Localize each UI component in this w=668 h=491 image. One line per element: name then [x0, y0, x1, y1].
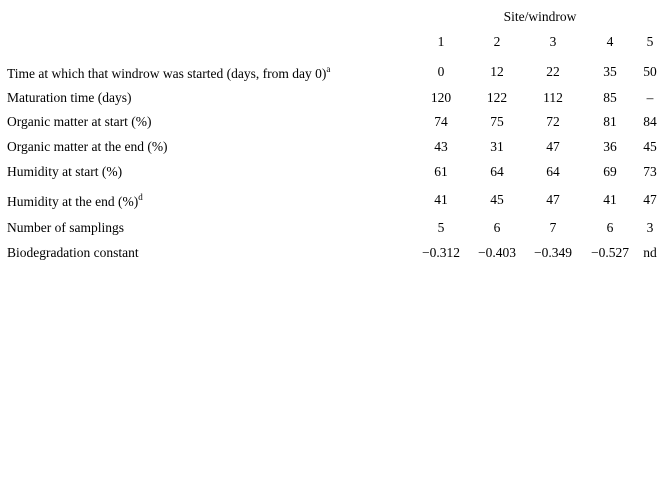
- footnote-marker: d: [138, 192, 143, 202]
- column-header: 4: [606, 34, 614, 49]
- cell: 36: [603, 139, 617, 154]
- cell: 69: [603, 164, 617, 179]
- row-label: Number of samplings: [7, 220, 124, 235]
- cell: 12: [490, 64, 504, 79]
- row-label-wrap: Organic matter at the end (%): [7, 139, 168, 155]
- cell: −0.312: [422, 245, 460, 260]
- cell: 5: [437, 220, 445, 235]
- cell: 43: [434, 139, 448, 154]
- cell: 47: [546, 192, 560, 207]
- row-label-wrap: Maturation time (days): [7, 90, 131, 106]
- row-label-wrap: Humidity at start (%): [7, 164, 122, 180]
- row-label-wrap: Organic matter at start (%): [7, 114, 151, 130]
- column-header: 1: [437, 34, 445, 49]
- row-label-wrap: Biodegradation constant: [7, 245, 139, 261]
- cell: −0.403: [478, 245, 516, 260]
- row-label: Time at which that windrow was started (…: [7, 66, 327, 81]
- cell: 47: [643, 192, 657, 207]
- footnote-marker: a: [326, 64, 331, 74]
- cell: 41: [434, 192, 448, 207]
- cell: 74: [434, 114, 448, 129]
- group-header: Site/windrow: [503, 9, 577, 24]
- row-label-wrap: Number of samplings: [7, 220, 124, 236]
- cell: 50: [643, 64, 657, 79]
- cell: 72: [546, 114, 560, 129]
- cell: 6: [606, 220, 614, 235]
- cell: 64: [490, 164, 504, 179]
- row-label: Organic matter at start (%): [7, 114, 152, 129]
- cell: 47: [546, 139, 560, 154]
- cell: −0.349: [534, 245, 572, 260]
- column-header: 5: [646, 34, 654, 49]
- cell: 7: [549, 220, 557, 235]
- cell: 73: [643, 164, 657, 179]
- cell: 64: [546, 164, 560, 179]
- cell: 35: [603, 64, 617, 79]
- cell: –: [646, 90, 654, 105]
- cell: 122: [486, 90, 508, 105]
- row-label: Maturation time (days): [7, 90, 132, 105]
- cell: 41: [603, 192, 617, 207]
- row-label: Humidity at start (%): [7, 164, 123, 179]
- column-header: 2: [493, 34, 501, 49]
- cell: 3: [646, 220, 654, 235]
- cell: 45: [643, 139, 657, 154]
- cell: 81: [603, 114, 617, 129]
- cell: 112: [543, 90, 563, 105]
- cell: 45: [490, 192, 504, 207]
- cell: −0.527: [591, 245, 629, 260]
- row-label-wrap: Humidity at the end (%)d: [7, 192, 143, 210]
- cell: 31: [490, 139, 504, 154]
- cell: 22: [546, 64, 560, 79]
- cell: 6: [493, 220, 501, 235]
- row-label: Biodegradation constant: [7, 245, 139, 260]
- cell: 61: [434, 164, 448, 179]
- row-label-wrap: Time at which that windrow was started (…: [7, 64, 331, 82]
- cell: 0: [437, 64, 445, 79]
- cell: 85: [603, 90, 617, 105]
- row-label: Organic matter at the end (%): [7, 139, 168, 154]
- cell: nd: [643, 245, 657, 260]
- cell: 120: [430, 90, 452, 105]
- column-header: 3: [549, 34, 557, 49]
- cell: 75: [490, 114, 504, 129]
- row-label: Humidity at the end (%): [7, 194, 139, 209]
- cell: 84: [643, 114, 657, 129]
